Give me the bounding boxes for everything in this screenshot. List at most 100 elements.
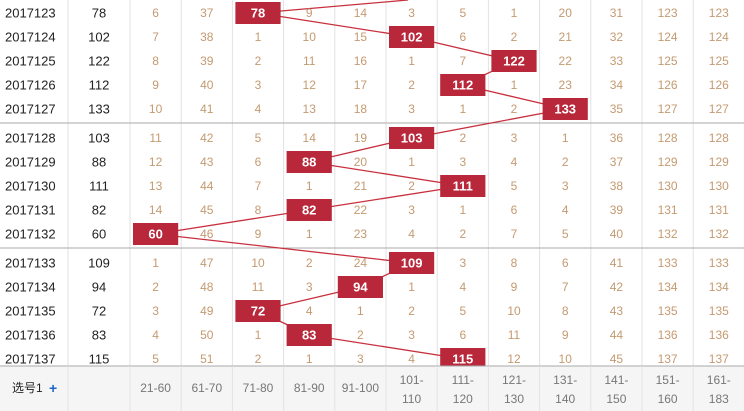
table-row: 2017126 112 9 40 3 12 17 2 112 1 23 34 126 126 xyxy=(5,74,729,96)
miss-count: 23 xyxy=(559,78,573,92)
miss-count: 37 xyxy=(200,6,214,20)
table-row: 2017136 83 4 50 1 83 2 3 6 11 9 44 136 136 xyxy=(5,324,729,346)
miss-count: 136 xyxy=(709,328,729,342)
miss-count: 45 xyxy=(610,352,624,366)
miss-count: 14 xyxy=(354,6,368,20)
column-range-label: 71-80 xyxy=(243,381,274,395)
table-row: 2017131 82 14 45 8 82 22 3 1 6 4 39 131 131 xyxy=(5,199,729,221)
miss-count: 1 xyxy=(408,280,415,294)
hit-cell-marker xyxy=(389,127,435,149)
hit-cell-marker xyxy=(440,348,486,370)
period-label: 2017126 xyxy=(5,78,56,93)
miss-count: 34 xyxy=(610,78,624,92)
miss-count: 130 xyxy=(658,179,678,193)
miss-count: 17 xyxy=(354,78,368,92)
miss-count: 5 xyxy=(152,352,159,366)
miss-count: 126 xyxy=(709,78,729,92)
miss-count: 10 xyxy=(303,30,317,44)
range-label-bottom: 183 xyxy=(709,392,729,406)
miss-count: 137 xyxy=(658,352,678,366)
miss-count: 39 xyxy=(200,54,214,68)
hit-cell-marker xyxy=(542,98,588,120)
miss-count: 22 xyxy=(354,203,368,217)
period-label: 2017137 xyxy=(5,352,56,367)
miss-count: 11 xyxy=(303,54,316,68)
miss-count: 124 xyxy=(709,30,729,44)
miss-count: 44 xyxy=(610,328,624,342)
miss-count: 18 xyxy=(354,102,368,116)
miss-count: 1 xyxy=(152,256,159,270)
column-range-label: 101- 110 xyxy=(400,373,424,406)
miss-count: 9 xyxy=(511,280,518,294)
miss-count: 8 xyxy=(152,54,159,68)
miss-count: 11 xyxy=(252,280,265,294)
hit-cell-value: 94 xyxy=(353,280,368,295)
range-label-top: 131- xyxy=(553,373,577,387)
miss-count: 128 xyxy=(709,131,729,145)
period-label: 2017127 xyxy=(5,102,56,117)
draw-value: 102 xyxy=(88,30,110,45)
column-range-label: 161- 183 xyxy=(707,373,731,406)
miss-count: 11 xyxy=(508,328,521,342)
range-label: 71-80 xyxy=(243,381,274,395)
miss-count: 3 xyxy=(408,102,415,116)
miss-count: 3 xyxy=(511,131,518,145)
table-row: 2017123 78 6 37 78 9 14 3 5 1 20 31 123 123 xyxy=(5,2,729,24)
miss-count: 3 xyxy=(562,179,569,193)
miss-count: 2 xyxy=(511,102,518,116)
footer-background xyxy=(0,366,744,411)
hit-cell-value: 109 xyxy=(401,256,423,271)
column-range-label: 151- 160 xyxy=(656,373,680,406)
miss-count: 4 xyxy=(459,280,466,294)
miss-count: 6 xyxy=(459,328,466,342)
trend-segment xyxy=(155,209,310,235)
miss-count: 135 xyxy=(658,304,678,318)
miss-count: 4 xyxy=(562,203,569,217)
miss-count: 16 xyxy=(354,54,368,68)
hit-cell-marker xyxy=(235,300,281,322)
hit-cell-marker xyxy=(389,26,435,48)
miss-count: 2 xyxy=(459,131,466,145)
table-row: 2017137 115 5 51 2 1 3 4 115 12 10 45 137 137 xyxy=(5,348,729,370)
range-label-bottom: 150 xyxy=(606,392,626,406)
miss-count: 11 xyxy=(149,131,162,145)
miss-count: 5 xyxy=(511,179,518,193)
add-selector-button[interactable]: + xyxy=(49,380,57,396)
miss-count: 9 xyxy=(152,78,159,92)
miss-count: 10 xyxy=(149,102,163,116)
hit-cell-marker xyxy=(337,276,383,298)
miss-count: 1 xyxy=(255,30,262,44)
table-row: 2017128 103 11 42 5 14 19 103 2 3 1 36 128 128 xyxy=(5,127,729,149)
hit-cell-value: 102 xyxy=(401,30,423,45)
miss-count: 126 xyxy=(658,78,678,92)
miss-count: 41 xyxy=(610,256,624,270)
miss-count: 133 xyxy=(709,256,729,270)
column-range-label: 81-90 xyxy=(294,381,325,395)
miss-count: 5 xyxy=(459,304,466,318)
number-selector-label[interactable]: 选号1 xyxy=(12,381,43,395)
trend-segment xyxy=(309,334,463,360)
miss-count: 9 xyxy=(562,328,569,342)
miss-count: 127 xyxy=(709,102,729,116)
miss-count: 1 xyxy=(408,54,415,68)
period-label: 2017123 xyxy=(5,6,56,21)
miss-count: 3 xyxy=(408,203,415,217)
range-label-top: 111- xyxy=(452,373,474,387)
range-label-top: 151- xyxy=(656,373,680,387)
table-row: 2017133 109 1 47 10 2 24 109 3 8 6 41 133 133 xyxy=(5,252,729,274)
miss-count: 23 xyxy=(354,227,368,241)
period-label: 2017128 xyxy=(5,131,56,146)
period-label: 2017132 xyxy=(5,227,56,242)
trend-segment xyxy=(411,108,566,139)
miss-count: 10 xyxy=(251,256,265,270)
miss-count: 38 xyxy=(200,30,214,44)
table-row: 2017134 94 2 48 11 3 94 1 4 9 7 42 134 134 xyxy=(5,276,729,298)
miss-count: 9 xyxy=(306,6,313,20)
miss-count: 2 xyxy=(255,54,262,68)
table-row: 2017127 133 10 41 4 13 18 3 1 2 133 35 127 127 xyxy=(5,98,729,120)
miss-count: 21 xyxy=(354,179,368,193)
miss-count: 14 xyxy=(149,203,163,217)
hit-cell-value: 111 xyxy=(453,179,473,194)
miss-count: 7 xyxy=(459,54,466,68)
miss-count: 12 xyxy=(507,352,521,366)
